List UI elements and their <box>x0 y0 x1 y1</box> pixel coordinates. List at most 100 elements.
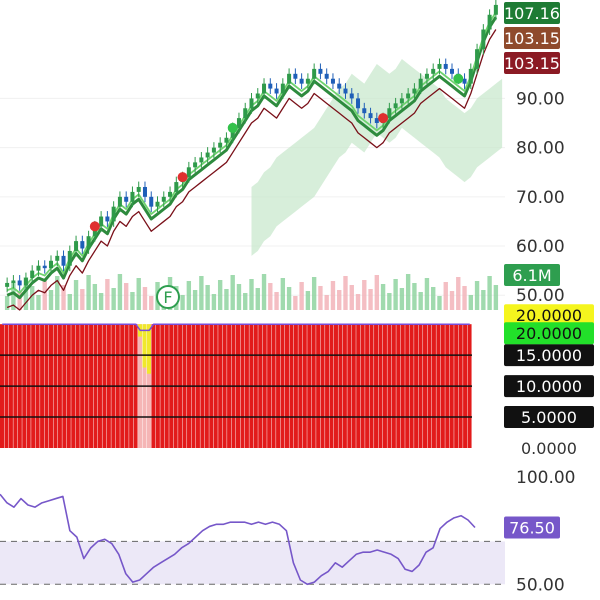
volume-bar <box>318 286 323 310</box>
price-badge <box>504 2 560 24</box>
volume-bar <box>67 294 72 310</box>
volume-bar <box>311 277 317 310</box>
volume-bar <box>61 285 66 310</box>
candle-body <box>468 68 473 84</box>
candle-body <box>61 255 66 266</box>
volume-bar <box>418 292 423 310</box>
price-tick-label: 60.00 <box>516 237 565 257</box>
volume-bar <box>368 289 373 310</box>
candle-body <box>437 63 442 69</box>
candle-body <box>487 14 492 30</box>
candle-body <box>312 68 317 79</box>
indicator-tick-badge <box>504 304 594 327</box>
indicator-level-line <box>2 323 470 332</box>
candle-body <box>349 93 354 99</box>
volume-bar <box>249 279 254 310</box>
volume-bar <box>192 290 198 310</box>
volume-bar <box>199 276 204 310</box>
price-badge <box>504 27 560 49</box>
candle-body <box>481 29 486 50</box>
signal-dot <box>378 113 389 124</box>
candle-body <box>11 280 16 283</box>
candle-body <box>5 282 10 287</box>
candle-body <box>99 216 104 227</box>
indicator-tick-label: 10.0000 <box>516 377 582 396</box>
price-tick-label: 90.00 <box>516 89 565 109</box>
volume-bar <box>224 289 229 310</box>
indicator-bar-highlight <box>142 324 147 368</box>
volume-bar <box>268 283 273 310</box>
candle-body <box>55 255 60 261</box>
candle-body <box>243 108 248 119</box>
oscillator-tick-label: 50.00 <box>516 575 565 595</box>
oscillator-panel: 100.00 50.00 76.50 <box>0 468 575 595</box>
candle-body <box>418 78 423 89</box>
candle-body <box>431 68 436 74</box>
volume-bar <box>380 284 386 310</box>
volume-bar <box>211 294 217 310</box>
candle-body <box>149 196 154 207</box>
volume-bar <box>393 279 398 310</box>
indicator-tick-label: 5.0000 <box>521 408 577 427</box>
volume-bar <box>468 295 473 310</box>
volume-bar <box>86 275 91 310</box>
candle-body <box>493 4 498 15</box>
price-badge-label: 6.1M <box>512 266 551 285</box>
oscillator-band <box>0 541 505 585</box>
candle-body <box>330 78 335 84</box>
price-tick-label: 80.00 <box>516 139 565 159</box>
price-badge-label: 107.16 <box>504 4 560 23</box>
volume-bar <box>80 289 85 310</box>
volume-bar <box>349 285 354 310</box>
volume-bar <box>117 274 123 310</box>
volume-bar <box>355 294 361 310</box>
volume-bar <box>437 296 442 310</box>
volume-bar <box>424 278 430 310</box>
candle-body <box>406 93 411 99</box>
indicator-tick-badge <box>504 406 594 429</box>
candle-body <box>136 186 141 192</box>
volume-bar <box>474 281 480 310</box>
candle-body <box>318 68 323 74</box>
candle-body <box>211 147 216 153</box>
volume-bar <box>217 280 223 310</box>
candle-body <box>111 206 116 222</box>
volume-bar <box>412 283 417 310</box>
candle-body <box>193 162 198 168</box>
volume-bar <box>4 296 10 310</box>
volume-bar <box>255 288 260 310</box>
candle-body <box>274 88 279 94</box>
candle-body <box>174 182 179 192</box>
volume-bar <box>42 281 47 310</box>
candle-body <box>399 98 404 104</box>
indicator-tick-label: 20.0000 <box>516 306 582 325</box>
candle-body <box>105 216 110 222</box>
price-badge-label: 103.15 <box>504 54 560 73</box>
signal-dot <box>227 122 238 133</box>
oscillator-line <box>0 493 476 586</box>
volume-bar <box>17 291 22 310</box>
candle-body <box>168 191 173 197</box>
indicator-tick-badge <box>504 344 594 367</box>
volume-bar <box>405 274 411 310</box>
candle-body <box>42 265 47 269</box>
volume-bar <box>261 274 267 310</box>
volume-bar <box>487 276 492 310</box>
price-badge-label: 103.15 <box>504 29 560 48</box>
volume-bar <box>123 283 129 310</box>
candle-body <box>17 280 22 286</box>
candle-body <box>186 167 191 178</box>
volume-bar <box>30 286 35 310</box>
candle-body <box>48 260 53 269</box>
volume-bar <box>243 293 248 310</box>
volume-bar <box>98 293 104 310</box>
volume-bar <box>330 281 336 310</box>
volume-bar <box>149 296 154 310</box>
volume-bar <box>48 290 54 310</box>
volume-bar <box>73 280 79 310</box>
candle-body <box>161 196 166 202</box>
candle-body <box>224 137 229 143</box>
indicator-value-label: 20.0000 <box>516 324 582 343</box>
candle-body <box>293 73 298 79</box>
signal-dot <box>89 221 100 232</box>
